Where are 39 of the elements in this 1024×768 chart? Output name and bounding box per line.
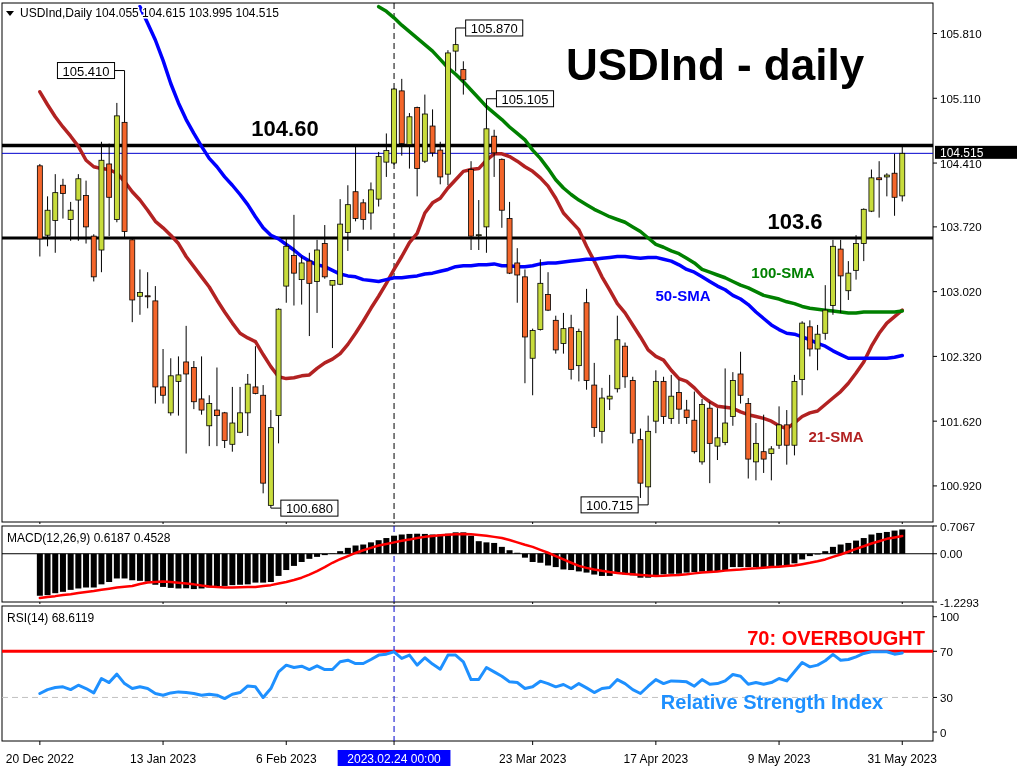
series-label: 21-SMA [808,428,864,445]
x-tick-label: 6 Feb 2023 [255,752,317,766]
y-tick-label: 104.410 [940,157,982,170]
y-tick-label: 0.00 [940,548,963,561]
x-tick-label: 23 Mar 2023 [498,752,567,766]
y-tick-label: 0 [940,726,947,739]
series-label: 50-SMA [655,287,711,304]
y-tick-label: 0.7067 [940,520,976,533]
y-tick-label: 102.320 [940,350,982,363]
y-tick-label: 105.110 [940,92,981,105]
ref-line-label: 104.515 [940,145,984,160]
ref-line-label: 104.60 [251,116,319,142]
y-tick-label: 70 [940,645,953,658]
x-tick-label: 17 Apr 2023 [623,752,689,766]
ref-line-label: 103.6 [767,208,823,234]
y-tick-label: 105.810 [940,28,982,41]
y-tick-label: 30 [940,691,953,704]
annotation: 105.870 [470,20,518,36]
x-tick-label: 9 May 2023 [747,752,811,766]
annotation: 100.715 [586,497,634,513]
x-tick-label: 13 Jan 2023 [130,752,197,766]
annotation: 105.105 [501,91,549,107]
ref-line-label: 70: OVERBOUGHT [747,627,925,650]
annotation: 100.680 [285,501,333,517]
y-tick-label: 103.720 [940,221,982,234]
y-tick-label: 103.020 [940,286,982,299]
annotation: 105.410 [62,63,110,79]
text: USDInd - daily [565,40,865,89]
y-tick-label: 100 [940,611,960,624]
series-label: 100-SMA [751,264,815,281]
series-label: Relative Strength Index [660,691,884,713]
x-tick-label: 2023.02.24 00:00 [347,752,442,766]
y-tick-label: -1.2293 [940,596,980,609]
y-tick-label: 100.920 [940,480,982,493]
text: RSI(14) 68.6119 [7,611,95,625]
x-tick-label: 31 May 2023 [867,752,938,766]
x-tick-label: 20 Dec 2022 [5,752,75,766]
text: MACD(12,26,9) 0.6187 0.4528 [7,531,171,545]
y-tick-label: 101.620 [940,415,982,428]
